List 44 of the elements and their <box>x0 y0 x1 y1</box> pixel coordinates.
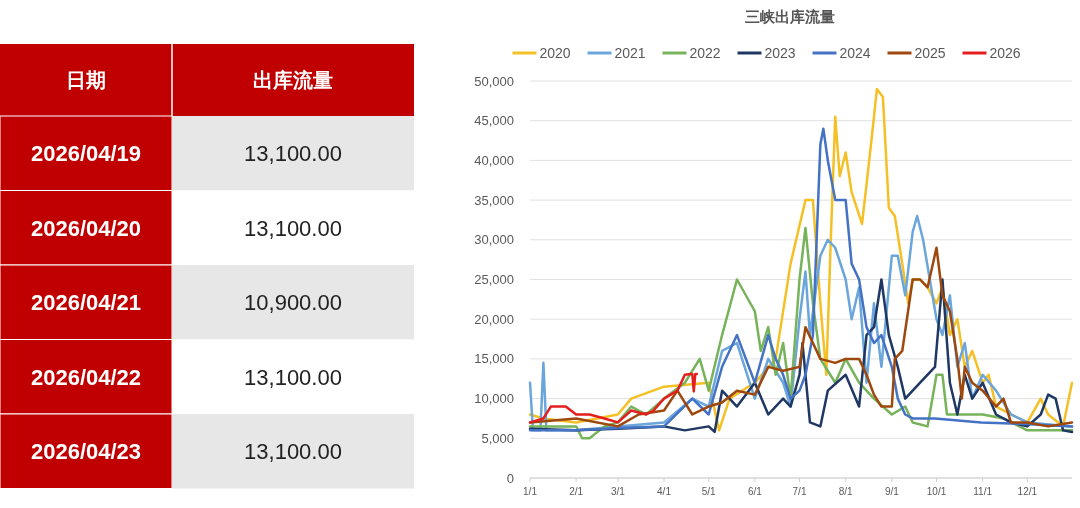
y-tick-label: 35,000 <box>474 192 514 208</box>
x-tick-label: 3/1 <box>610 486 626 497</box>
text: 13,100.00 <box>244 215 342 241</box>
y-tick-label: 40,000 <box>474 152 514 168</box>
y-tick-label: 30,000 <box>474 232 514 248</box>
category-label: 2026/04/19 <box>30 141 142 167</box>
chart-title: 三峡出库流量 <box>745 8 835 25</box>
legend-label: 2023 <box>764 45 796 61</box>
category-label: 2026/04/20 <box>30 215 142 241</box>
x-tick-label: 9/1 <box>884 486 900 497</box>
legend-label: 2026 <box>989 45 1021 61</box>
y-tick-label: 20,000 <box>474 311 514 327</box>
x-tick-label: 2/1 <box>569 486 584 497</box>
text: 13,100.00 <box>244 439 342 465</box>
y-tick-label: 25,000 <box>474 272 514 287</box>
x-tick-label: 5/1 <box>701 486 717 497</box>
text: 13,100.00 <box>244 364 342 390</box>
legend-label: 2021 <box>614 45 646 61</box>
legend-label: 2022 <box>689 45 721 61</box>
category-label: 2026/04/21 <box>30 290 142 316</box>
x-tick-label: 7/1 <box>792 486 807 497</box>
y-tick-label: 10,000 <box>474 391 514 407</box>
legend-label: 2024 <box>839 45 871 61</box>
y-tick-label: 5,000 <box>481 430 514 446</box>
text: 10,900.00 <box>244 290 342 316</box>
x-tick-label: 10/1 <box>926 486 947 497</box>
y-tick-label: 0 <box>506 470 514 486</box>
x-tick-label: 8/1 <box>838 486 854 497</box>
category-label: 2026/04/23 <box>30 439 142 465</box>
text: 出库流量 <box>253 69 333 91</box>
y-tick-label: 50,000 <box>474 73 514 89</box>
x-tick-label: 4/1 <box>657 486 672 497</box>
x-tick-label: 6/1 <box>747 486 763 497</box>
legend-label: 2020 <box>539 45 571 61</box>
text: 日期 <box>66 69 106 91</box>
legend-label: 2025 <box>914 45 946 61</box>
y-tick-label: 15,000 <box>474 351 514 367</box>
y-tick-label: 45,000 <box>474 113 514 129</box>
x-tick-label: 11/1 <box>973 486 993 497</box>
line-series <box>528 372 699 424</box>
category-label: 2026/04/22 <box>30 364 142 390</box>
x-tick-label: 1/1 <box>523 486 538 497</box>
x-tick-label: 12/1 <box>1017 486 1038 497</box>
text: 13,100.00 <box>244 141 342 167</box>
